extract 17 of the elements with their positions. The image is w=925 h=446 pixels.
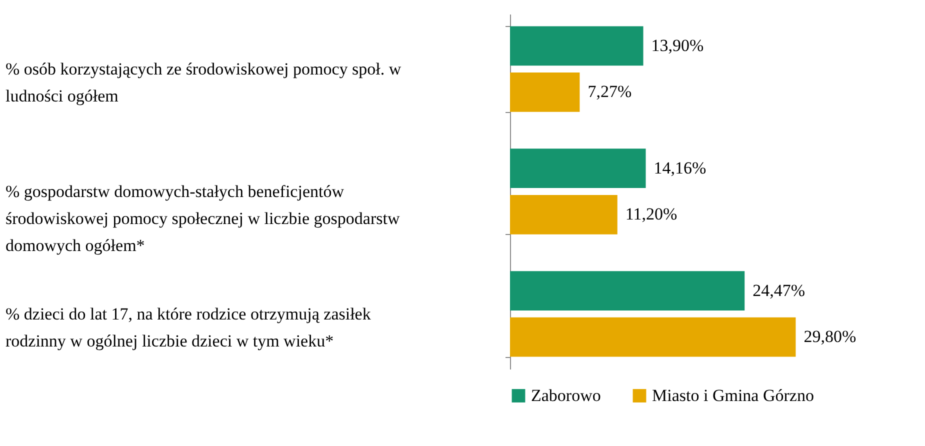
bar (510, 26, 644, 66)
data-label: 29,80% (804, 327, 856, 346)
bar (510, 72, 580, 112)
bar (510, 271, 745, 310)
data-label: 14,16% (654, 158, 706, 178)
data-label: 7,27% (588, 82, 632, 102)
y-tick-label: % gospodarstw domowych-stałych beneficjentów środowiskowej pomocy społecznej w liczbie gospodarstw domowych ogółem* (6, 182, 400, 255)
data-label: 24,47% (752, 280, 806, 300)
legend-label: Miasto i Gmina Górzno (652, 386, 814, 405)
legend-label: Zaborowo (531, 386, 601, 405)
bar (510, 317, 796, 357)
y-tick-label: % dzieci do lat 17, na które rodzice otrzymują zasiłek rodzinny w ogólnej liczbie dzieci w tym wieku* (6, 304, 372, 350)
data-label: 11,20% (625, 204, 678, 224)
data-label: 13,90% (651, 36, 704, 55)
bar (510, 148, 646, 188)
y-tick-label: % osób korzystających ze środowiskowej pomocy społ. w ludności ogółem (6, 60, 402, 106)
bar (510, 194, 618, 234)
